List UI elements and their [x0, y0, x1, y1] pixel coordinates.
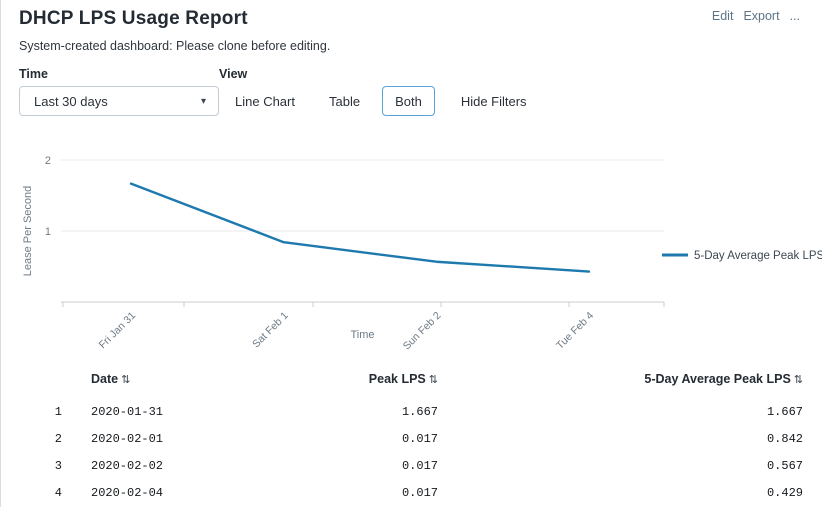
x-tick-label: Sun Feb 2: [401, 310, 444, 353]
row-index-cell: 4: [54, 485, 62, 500]
row-index-cell: 1: [54, 404, 62, 419]
row-index-cell: 3: [54, 458, 62, 473]
x-axis-title: Time: [350, 329, 374, 341]
column-header-peak-lps[interactable]: Peak LPS ⇅: [301, 372, 438, 386]
peak-lps-cell: 0.017: [401, 458, 438, 473]
x-tick-label: Tue Feb 4: [554, 310, 596, 352]
table-row: 4 2020-02-04 0.017 0.429: [1, 479, 822, 506]
time-range-dropdown[interactable]: Last 30 days ▾: [19, 86, 219, 116]
y-tick-label: 1: [45, 226, 51, 238]
avg-lps-cell: 0.567: [766, 458, 803, 473]
time-range-value: Last 30 days: [34, 93, 108, 109]
sort-icon: ⇅: [428, 374, 438, 386]
chevron-down-icon: ▾: [200, 95, 206, 107]
edit-button[interactable]: Edit: [711, 9, 734, 23]
hide-filters-button[interactable]: Hide Filters: [449, 86, 539, 116]
column-header-avg-lps-label: 5-Day Average Peak LPS: [644, 372, 791, 386]
table-row: 3 2020-02-02 0.017 0.567: [1, 452, 822, 479]
x-tick-label: Sat Feb 1: [250, 310, 291, 351]
table-header-row: Date ⇅ Peak LPS ⇅ 5-Day Average Peak LPS ⇅: [1, 366, 822, 392]
header-actions: Edit Export ...: [712, 9, 800, 23]
peak-lps-cell: 0.017: [401, 431, 438, 446]
time-filter-label: Time: [19, 67, 48, 81]
sort-icon: ⇅: [793, 374, 803, 386]
chart-canvas: 1 2 Lease Per Second Fri Jan 31 Sat Feb 1 Sun…: [22, 155, 822, 353]
view-option-line-chart[interactable]: Line Chart: [223, 86, 307, 116]
view-option-both[interactable]: Both: [382, 86, 435, 116]
view-filter-label: View: [219, 67, 248, 81]
series-line: [129, 182, 591, 273]
avg-lps-cell: 0.842: [766, 431, 803, 446]
peak-lps-cell: 0.017: [401, 485, 438, 500]
peak-lps-cell: 1.667: [401, 404, 438, 419]
sort-icon: ⇅: [121, 374, 131, 386]
column-header-peak-lps-label: Peak LPS: [368, 372, 426, 386]
column-header-avg-lps[interactable]: 5-Day Average Peak LPS ⇅: [438, 372, 803, 386]
avg-lps-cell: 1.667: [766, 404, 803, 419]
date-cell: 2020-01-31: [91, 404, 164, 419]
page-subtitle: System-created dashboard: Please clone b…: [19, 39, 331, 53]
date-cell: 2020-02-01: [91, 431, 164, 446]
page-title: DHCP LPS Usage Report: [19, 8, 248, 29]
view-toggle-group: Line Chart Table Both Hide Filters: [223, 86, 539, 116]
date-cell: 2020-02-04: [91, 485, 164, 500]
view-option-table[interactable]: Table: [317, 86, 372, 116]
lps-line-chart: 1 2 Lease Per Second Fri Jan 31 Sat Feb 1 Sun…: [1, 140, 822, 358]
table-row: 1 2020-01-31 1.667 1.667: [1, 398, 822, 425]
row-index-cell: 2: [54, 431, 62, 446]
table-row: 2 2020-02-01 0.017 0.842: [1, 425, 822, 452]
more-menu-icon[interactable]: ...: [789, 9, 800, 23]
y-tick-label: 2: [45, 155, 51, 167]
table-body: 1 2020-01-31 1.667 1.667 2 2020-02-01 0.…: [1, 398, 822, 506]
export-button[interactable]: Export: [743, 9, 780, 23]
legend-item-label[interactable]: 5-Day Average Peak LPS: [694, 250, 822, 262]
column-header-date-label: Date: [91, 372, 119, 386]
y-axis-title: Lease Per Second: [22, 186, 34, 277]
avg-lps-cell: 0.429: [766, 485, 803, 500]
column-header-date[interactable]: Date ⇅: [76, 372, 301, 386]
x-tick-label: Fri Jan 31: [97, 310, 139, 352]
date-cell: 2020-02-02: [91, 458, 164, 473]
results-table: Date ⇅ Peak LPS ⇅ 5-Day Average Peak LPS ⇅ …: [1, 366, 822, 506]
